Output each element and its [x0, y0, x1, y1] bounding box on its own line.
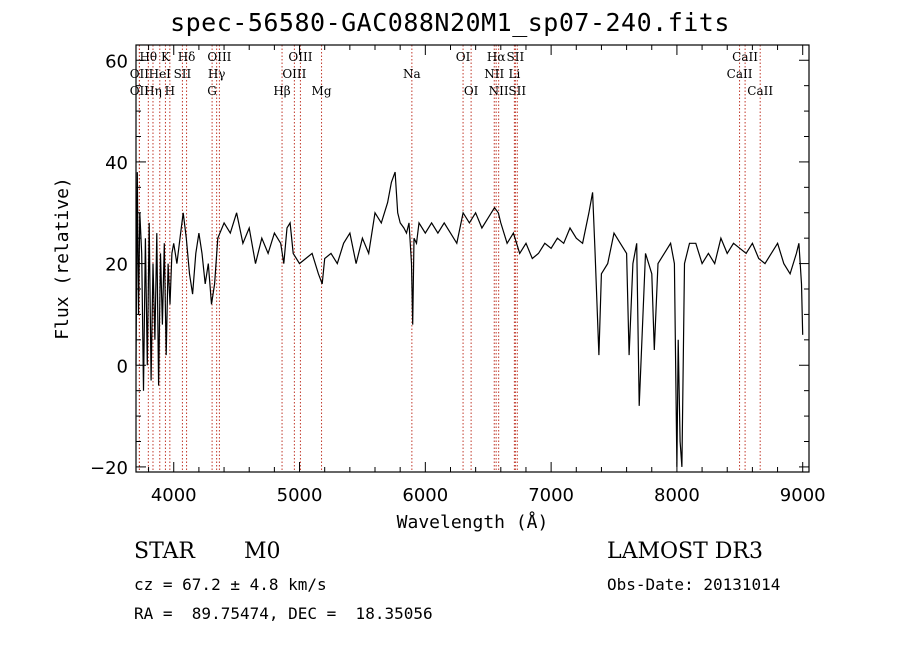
emission-line-label: Hγ: [208, 67, 226, 81]
emission-line-label: Hβ: [273, 84, 290, 98]
y-tick-label: 0: [117, 356, 128, 377]
emission-line-label: OI: [464, 84, 479, 98]
chart-title: spec-56580-GAC088N20M1_sp07-240.fits: [170, 8, 730, 37]
x-axis-label: Wavelength (Å): [397, 511, 549, 533]
x-tick-label: 7000: [528, 485, 574, 506]
y-tick-label: 60: [105, 51, 128, 72]
emission-line-label: Hα: [487, 50, 506, 64]
survey-name: LAMOST DR3: [607, 539, 763, 564]
emission-line-label: G: [207, 84, 217, 98]
emission-line-label: CaII: [727, 67, 753, 81]
emission-line-markers: [138, 45, 761, 472]
y-axis-label: Flux (relative): [52, 177, 73, 340]
axis-ticks: 4000 5000 6000 7000 8000 9000 −20 0 20 40 60: [90, 45, 826, 506]
x-tick-label: 4000: [151, 485, 197, 506]
observation-date: Obs-Date: 20131014: [607, 575, 781, 594]
y-tick-label: 20: [105, 255, 128, 276]
coordinates: RA = 89.75474, DEC = 18.35056: [134, 604, 433, 623]
object-class: STAR: [134, 539, 195, 564]
object-subclass: M0: [244, 539, 281, 564]
x-tick-label: 6000: [402, 485, 448, 506]
x-tick-label: 9000: [780, 485, 826, 506]
emission-line-label: OIII: [288, 50, 312, 64]
emission-line-label: Li: [508, 67, 520, 81]
emission-line-label: NII: [489, 84, 509, 98]
emission-line-label: Mg: [312, 84, 332, 98]
emission-line-label: Na: [403, 67, 421, 81]
y-tick-label: −20: [90, 458, 128, 479]
x-tick-label: 5000: [277, 485, 323, 506]
emission-line-label: NII: [484, 67, 504, 81]
emission-line-label: CaII: [747, 84, 773, 98]
flux-series-line: [135, 171, 804, 467]
emission-line-label: SII: [507, 50, 525, 64]
emission-line-label: OIII: [207, 50, 231, 64]
emission-line-label: SII: [174, 67, 192, 81]
emission-line-label: K: [161, 50, 171, 64]
emission-line-labels: OII OII Hθ Hη K HeI H SII Hδ OIII Hγ G Hβ OIII OIII Mg N…: [130, 50, 774, 98]
emission-line-label: OI: [456, 50, 471, 64]
emission-line-label: CaII: [732, 50, 758, 64]
emission-line-label: OIII: [282, 67, 306, 81]
emission-line-label: Hη: [144, 84, 162, 98]
x-tick-label: 8000: [654, 485, 700, 506]
emission-line-label: OII: [130, 67, 150, 81]
emission-line-label: H: [165, 84, 175, 98]
emission-line-label: Hθ: [139, 50, 157, 64]
plot-frame: [135, 44, 810, 473]
emission-line-label: SII: [508, 84, 526, 98]
emission-line-label: HeI: [149, 67, 172, 81]
y-tick-label: 40: [105, 153, 128, 174]
emission-line-label: Hδ: [178, 50, 196, 64]
redshift-value: cz = 67.2 ± 4.8 km/s: [134, 575, 327, 594]
emission-line-label: OII: [130, 84, 150, 98]
